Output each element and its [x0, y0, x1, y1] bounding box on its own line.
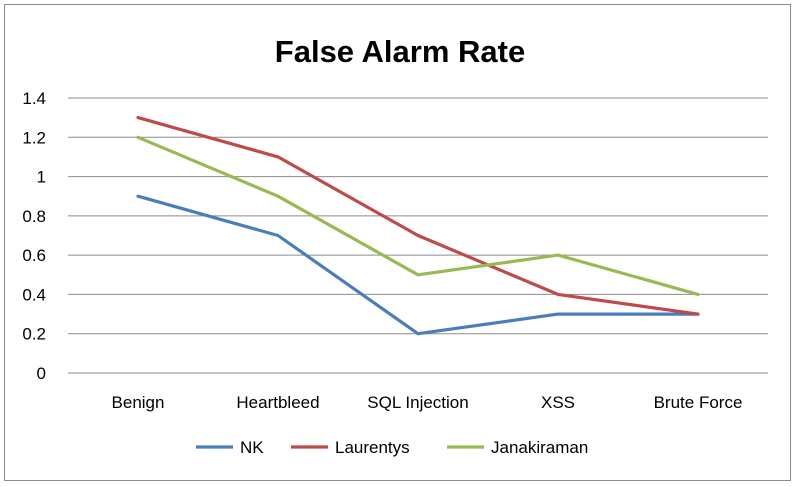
y-tick-label: 1.2 [22, 128, 46, 147]
y-tick-label: 0 [37, 364, 46, 383]
series-lines [136, 115, 700, 336]
legend-label: Janakiraman [491, 438, 588, 457]
y-tick-label: 0.4 [22, 285, 46, 304]
x-category-label: Brute Force [654, 393, 743, 412]
legend: NK Laurentys Janakiraman [196, 438, 588, 457]
gridlines [68, 97, 768, 374]
series-line-nk [136, 194, 700, 336]
x-category-label: SQL Injection [367, 393, 468, 412]
series-line-janakiraman [136, 135, 700, 296]
legend-label: NK [240, 438, 264, 457]
x-category-label: Benign [112, 393, 165, 412]
x-category-label: XSS [541, 393, 575, 412]
chart-title: False Alarm Rate [275, 34, 525, 69]
series-line-laurentys [136, 115, 700, 316]
x-category-label: Heartbleed [236, 393, 319, 412]
y-tick-label: 0.2 [22, 325, 46, 344]
y-tick-label: 1.4 [22, 89, 46, 108]
y-tick-label: 0.8 [22, 207, 46, 226]
y-axis-ticks: 1.4 1.2 1 0.8 0.6 0.4 0.2 0 [22, 89, 46, 383]
y-tick-label: 1 [37, 168, 46, 187]
legend-label: Laurentys [335, 438, 410, 457]
chart-frame [4, 4, 791, 481]
x-axis-categories: Benign Heartbleed SQL Injection XSS Brute Fo… [112, 393, 743, 412]
y-tick-label: 0.6 [22, 246, 46, 265]
